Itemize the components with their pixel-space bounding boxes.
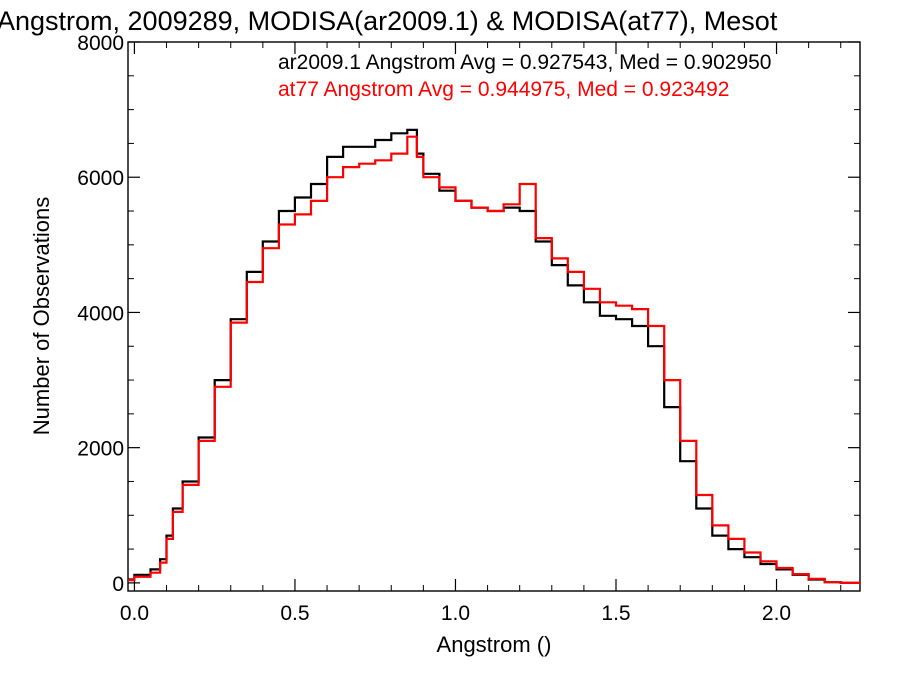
y-tick-label: 6000: [77, 167, 124, 190]
plot-area-frame: [127, 41, 861, 592]
y-tick-label: 4000: [77, 302, 124, 325]
tick-labels: 0.0 0.5 1.0 1.5 2.0 0 2000 4000 6000 8000: [77, 32, 791, 625]
x-tick-label: 2.0: [762, 602, 791, 625]
series-ar2009-1-line: [128, 128, 860, 584]
annotation-ar2009-stats: ar2009.1 Angstrom Avg = 0.927543, Med = …: [278, 51, 772, 74]
x-axis-title: Angstrom (): [437, 632, 552, 657]
series-layer: [128, 128, 860, 584]
chart-title: Angstrom, 2009289, MODISA(ar2009.1) & MO…: [0, 6, 778, 36]
x-tick-label: 1.0: [441, 602, 470, 625]
axis-ticks: [128, 41, 860, 591]
annotation-at77-stats: at77 Angstrom Avg = 0.944975, Med = 0.92…: [278, 78, 729, 101]
x-tick-label: 0.0: [120, 602, 149, 625]
y-tick-label: 0: [112, 573, 124, 596]
y-tick-label: 8000: [77, 32, 124, 55]
y-axis-title: Number of Observations: [29, 197, 54, 435]
x-tick-label: 0.5: [280, 602, 309, 625]
x-tick-label: 1.5: [601, 602, 630, 625]
y-tick-label: 2000: [77, 438, 124, 461]
series-at77-line: [128, 135, 860, 584]
